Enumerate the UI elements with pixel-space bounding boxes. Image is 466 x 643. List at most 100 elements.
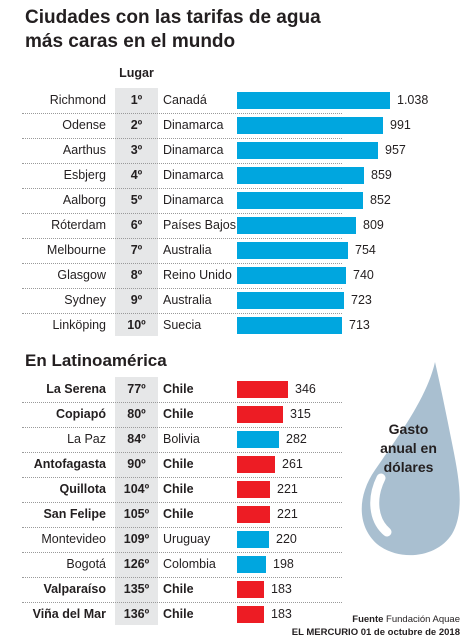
- city-label: Róterdam: [51, 218, 106, 232]
- rank-label: 126º: [123, 557, 150, 571]
- row-divider: [22, 163, 342, 164]
- bar: [237, 317, 342, 334]
- city-label: La Serena: [46, 382, 106, 396]
- city-label: Bogotá: [66, 557, 106, 571]
- value-label: 346: [295, 382, 316, 396]
- rank-label: 80º: [127, 407, 146, 421]
- city-label: Aarthus: [62, 143, 106, 157]
- country-label: Chile: [163, 382, 194, 396]
- source-name: Fundación Aquae: [386, 614, 460, 625]
- table-row: Esbjerg 4º Dinamarca 859: [0, 163, 466, 188]
- bar: [237, 381, 288, 398]
- row-divider: [22, 427, 342, 428]
- bar: [237, 531, 269, 548]
- rank-label: 4º: [130, 168, 143, 182]
- table-row: Aalborg 5º Dinamarca 852: [0, 188, 466, 213]
- rank-label: 2º: [130, 118, 143, 132]
- table-row: Bogotá 126º Colombia 198: [0, 552, 466, 577]
- table-row: Quillota 104º Chile 221: [0, 477, 466, 502]
- title-line-1: Ciudades con las tarifas de agua: [25, 7, 321, 28]
- country-label: Australia: [163, 243, 212, 257]
- country-label: Chile: [163, 607, 194, 621]
- table-row: Viña del Mar 136º Chile 183: [0, 602, 466, 627]
- table-row: Odense 2º Dinamarca 991: [0, 113, 466, 138]
- city-label: Antofagasta: [33, 457, 106, 471]
- city-label: Aalborg: [62, 193, 106, 207]
- rank-header: Lugar: [119, 66, 154, 80]
- value-label: 740: [353, 268, 374, 282]
- bar: [237, 142, 378, 159]
- unit-legend: Gasto anual en dólares: [362, 420, 455, 477]
- table-row: Copiapó 80º Chile 315: [0, 402, 466, 427]
- country-label: Chile: [163, 407, 194, 421]
- value-label: 1.038: [397, 93, 429, 107]
- city-label: Viña del Mar: [32, 607, 106, 621]
- value-label: 957: [385, 143, 406, 157]
- value-label: 221: [277, 507, 298, 521]
- country-label: Chile: [163, 482, 194, 496]
- rank-label: 7º: [130, 243, 143, 257]
- city-label: Sydney: [64, 293, 106, 307]
- city-label: Esbjerg: [63, 168, 106, 182]
- rank-column-top: [115, 88, 158, 336]
- city-label: Odense: [62, 118, 106, 132]
- row-divider: [22, 138, 342, 139]
- latam-subtitle: En Latinoamérica: [25, 351, 167, 370]
- row-divider: [22, 113, 342, 114]
- table-row: Antofagasta 90º Chile 261: [0, 452, 466, 477]
- city-label: San Felipe: [43, 507, 106, 521]
- country-label: Dinamarca: [163, 193, 224, 207]
- value-label: 261: [282, 457, 303, 471]
- row-divider: [22, 188, 342, 189]
- bar: [237, 606, 264, 623]
- unit-legend-line-1: Gasto: [388, 421, 429, 437]
- table-row: San Felipe 105º Chile 221: [0, 502, 466, 527]
- rank-label: 5º: [130, 193, 143, 207]
- bar: [237, 506, 270, 523]
- row-divider: [22, 238, 342, 239]
- table-row: Melbourne 7º Australia 754: [0, 238, 466, 263]
- value-label: 183: [271, 607, 292, 621]
- row-divider: [22, 313, 342, 314]
- value-label: 282: [286, 432, 307, 446]
- table-row: Sydney 9º Australia 723: [0, 288, 466, 313]
- rank-label: 90º: [127, 457, 146, 471]
- value-label: 220: [276, 532, 297, 546]
- bar: [237, 267, 346, 284]
- value-label: 713: [349, 318, 370, 332]
- bar: [237, 167, 364, 184]
- table-row: La Serena 77º Chile 346: [0, 377, 466, 402]
- country-label: Países Bajos: [163, 218, 236, 232]
- bar: [237, 456, 275, 473]
- city-label: Melbourne: [46, 243, 106, 257]
- city-label: Valparaíso: [43, 582, 106, 596]
- bar: [237, 431, 279, 448]
- row-divider: [22, 263, 342, 264]
- bar: [237, 481, 270, 498]
- value-label: 754: [355, 243, 376, 257]
- value-label: 183: [271, 582, 292, 596]
- rank-column-latam: [115, 377, 158, 625]
- value-label: 859: [371, 168, 392, 182]
- rank-label: 104º: [123, 482, 150, 496]
- country-label: Dinamarca: [163, 118, 224, 132]
- value-label: 991: [390, 118, 411, 132]
- row-divider: [22, 402, 342, 403]
- rank-label: 136º: [123, 607, 150, 621]
- rank-label: 77º: [127, 382, 146, 396]
- city-label: Quillota: [59, 482, 106, 496]
- city-label: Richmond: [49, 93, 106, 107]
- bar: [237, 292, 344, 309]
- country-label: Suecia: [163, 318, 202, 332]
- row-divider: [22, 213, 342, 214]
- rank-label: 109º: [123, 532, 150, 546]
- table-row: Richmond 1º Canadá 1.038: [0, 88, 466, 113]
- rank-label: 84º: [127, 432, 146, 446]
- country-label: Colombia: [163, 557, 216, 571]
- country-label: Reino Unido: [163, 268, 232, 282]
- country-label: Dinamarca: [163, 168, 224, 182]
- row-divider: [22, 602, 342, 603]
- title-line-2: más caras en el mundo: [25, 31, 236, 52]
- city-label: Linköping: [52, 318, 106, 332]
- source-label: Fuente: [352, 614, 384, 625]
